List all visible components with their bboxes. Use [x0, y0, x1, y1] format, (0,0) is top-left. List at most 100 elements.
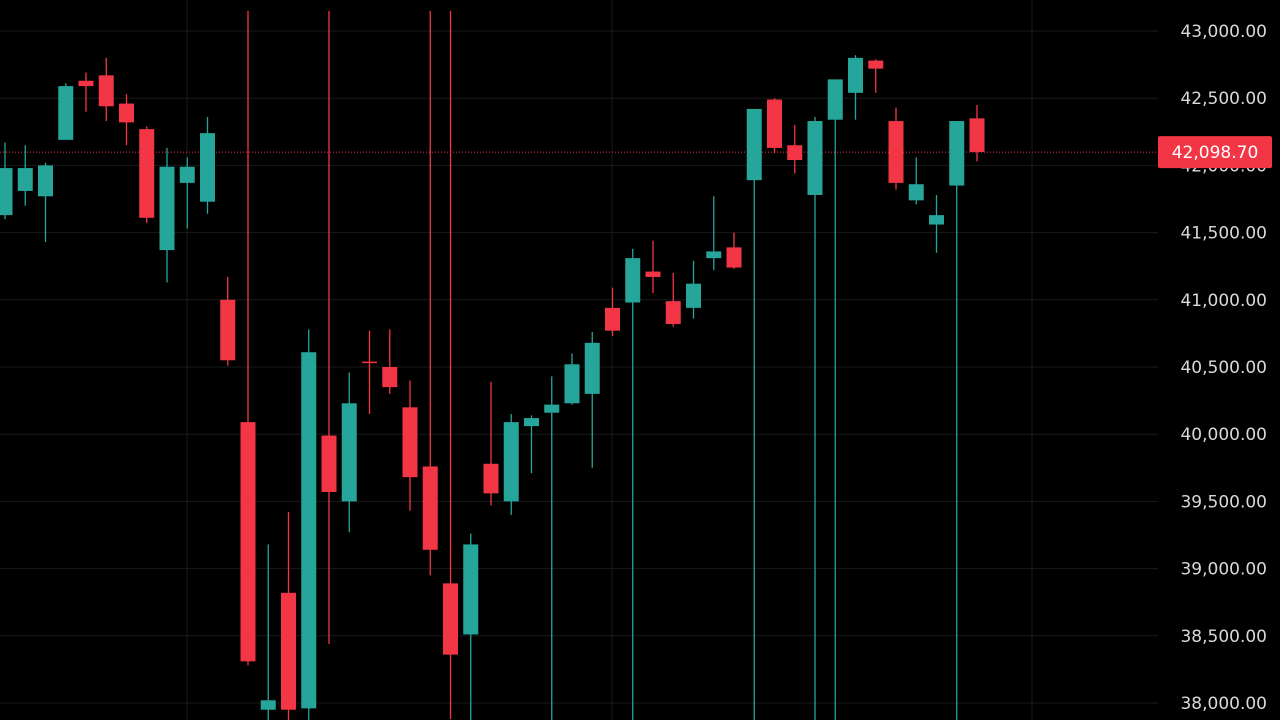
- candle-body: [78, 80, 94, 87]
- candle-body: [0, 168, 13, 216]
- candle-body: [969, 118, 985, 152]
- candle-body: [422, 466, 438, 550]
- candle-body: [362, 361, 377, 364]
- price-axis[interactable]: 43,000.00 42,500.00 41,500.00 41,000.00 40,5…: [1180, 22, 1267, 714]
- candle-body: [706, 251, 722, 259]
- candle-body: [240, 422, 256, 662]
- candle-up: [17, 145, 33, 206]
- candle-body: [341, 403, 357, 502]
- candle-body: [827, 79, 843, 120]
- candle-down: [665, 272, 681, 327]
- candle-body: [665, 301, 681, 324]
- candle-body: [321, 435, 337, 492]
- candle-body: [281, 592, 296, 710]
- candle-body: [686, 283, 701, 308]
- candle-down: [483, 381, 499, 506]
- candle-body: [17, 168, 33, 191]
- candle-body: [584, 342, 600, 394]
- y-tick-label: 40,000.00: [1180, 425, 1267, 445]
- candle-up: [463, 533, 479, 720]
- candle-down: [362, 330, 377, 415]
- y-tick-label: 39,000.00: [1180, 560, 1267, 580]
- candle-body: [58, 86, 74, 140]
- candle-body: [726, 247, 742, 268]
- candle-up: [341, 372, 357, 533]
- candle-down: [402, 380, 418, 511]
- candle-down: [888, 107, 904, 190]
- candle-body: [868, 60, 884, 69]
- candles-layer: [0, 10, 985, 720]
- current-price-badge: 42,098.70: [1158, 136, 1272, 169]
- current-price-badge-background: [1158, 136, 1272, 169]
- y-tick-label: 42,500.00: [1180, 89, 1267, 109]
- candle-body: [888, 121, 904, 183]
- candle-down: [220, 276, 236, 366]
- candle-up: [58, 83, 74, 140]
- candle-body: [220, 299, 236, 361]
- candle-down: [422, 10, 438, 576]
- candle-down: [240, 10, 256, 666]
- candle-up: [564, 353, 580, 405]
- candle-up: [200, 117, 215, 214]
- candle-down: [645, 240, 661, 294]
- candle-down: [868, 59, 884, 93]
- candle-down: [139, 126, 155, 224]
- candle-body: [119, 103, 134, 123]
- candle-body: [524, 418, 539, 427]
- candle-body: [260, 700, 276, 710]
- candle-down: [321, 10, 337, 644]
- candle-body: [159, 166, 175, 251]
- candle-body: [139, 129, 155, 218]
- candle-down: [78, 72, 94, 112]
- candle-up: [625, 248, 641, 720]
- candle-up: [949, 121, 965, 720]
- candle-body: [625, 258, 641, 303]
- candle-body: [463, 544, 479, 635]
- candle-up: [848, 55, 863, 120]
- candle-down: [281, 512, 296, 720]
- candle-up: [908, 157, 924, 205]
- candle-down: [787, 125, 803, 174]
- candle-up: [929, 194, 944, 253]
- candle-body: [908, 184, 924, 201]
- y-tick-label: 38,500.00: [1180, 627, 1267, 647]
- candle-down: [969, 104, 985, 162]
- candle-down: [443, 10, 458, 720]
- candle-up: [38, 162, 53, 243]
- grid-layer: [0, 0, 1158, 720]
- candle-body: [503, 422, 519, 502]
- candle-down: [119, 94, 134, 146]
- y-tick-label: 41,500.00: [1180, 224, 1267, 244]
- candle-down: [382, 329, 398, 394]
- candle-body: [645, 271, 661, 277]
- candle-down: [605, 287, 620, 337]
- candle-down: [726, 232, 742, 269]
- candle-body: [443, 583, 458, 655]
- candle-body: [564, 364, 580, 404]
- candle-body: [98, 75, 114, 107]
- candle-up: [0, 142, 13, 220]
- candle-body: [949, 121, 965, 186]
- candle-body: [929, 215, 944, 225]
- y-tick-label: 43,000.00: [1180, 22, 1267, 42]
- y-tick-label: 41,000.00: [1180, 291, 1267, 311]
- candle-down: [98, 57, 114, 122]
- candle-up: [686, 260, 701, 319]
- candle-up: [260, 544, 276, 720]
- candle-up: [746, 108, 762, 720]
- y-tick-label: 40,500.00: [1180, 358, 1267, 378]
- candle-body: [179, 166, 195, 183]
- candle-body: [483, 463, 499, 494]
- candle-up: [503, 414, 519, 515]
- candle-up: [301, 329, 317, 720]
- candle-body: [787, 145, 803, 161]
- candle-up: [706, 196, 722, 271]
- candle-body: [848, 57, 863, 93]
- candle-body: [544, 404, 560, 413]
- candle-body: [200, 133, 215, 202]
- candle-body: [746, 108, 762, 181]
- candle-up: [807, 117, 823, 720]
- candle-up: [179, 157, 195, 229]
- candle-body: [807, 121, 823, 195]
